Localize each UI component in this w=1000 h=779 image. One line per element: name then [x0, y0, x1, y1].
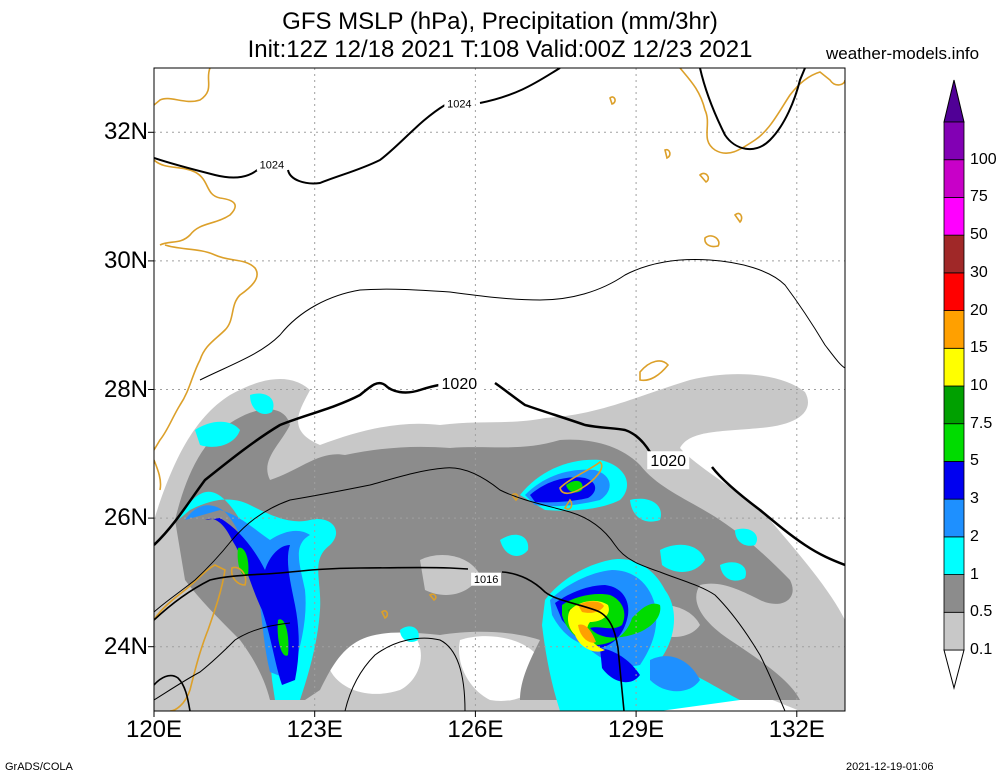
- isobar-1022: [199, 259, 845, 381]
- colorbar-label: 20: [970, 301, 988, 319]
- colorbar-label: 75: [970, 188, 988, 206]
- colorbar-label: 0.1: [970, 641, 993, 658]
- generated-timestamp: 2021-12-19-01:06: [846, 761, 934, 773]
- lon-tick-label: 123E: [286, 716, 343, 743]
- isobar-1012-sw: [154, 674, 191, 711]
- isobar-1016-south: [154, 622, 466, 711]
- colorbar-swatch: [943, 574, 965, 613]
- colorbar-label: 5: [970, 452, 979, 470]
- taiwan-coast: [154, 564, 226, 711]
- lat-tick-label: 28N: [103, 375, 148, 403]
- coastline-layer: [154, 68, 845, 711]
- colorbar-swatch: [943, 159, 965, 198]
- isobar-1018: [154, 467, 786, 711]
- isobar-label-bg: [256, 157, 287, 171]
- colorbar-top-arrow: [943, 79, 965, 123]
- colorbar-bottom-arrow: [943, 649, 965, 690]
- isobar-label: 1016: [474, 574, 498, 586]
- colorbar-swatch: [943, 536, 965, 575]
- precip-15-area: [578, 601, 604, 643]
- china-coast: [154, 68, 258, 491]
- isobar-1024-north: [154, 104, 446, 185]
- colorbar-label: 7.5: [970, 414, 993, 432]
- colorbar-label: 50: [970, 226, 988, 244]
- isobar-label-bg: [444, 96, 475, 110]
- lat-tick-label: 32N: [103, 118, 148, 146]
- lat-lon-grid: [154, 68, 845, 711]
- precip-10-area: [567, 600, 609, 652]
- colorbar-swatch: [943, 272, 965, 311]
- isobar-1024-east: [479, 68, 806, 150]
- axis-ticks: [148, 131, 798, 717]
- website-label[interactable]: weather-models.info: [826, 44, 980, 63]
- colorbar-swatch: [943, 234, 965, 274]
- isobar-1020: [154, 381, 845, 567]
- colorbar-swatch: [943, 121, 965, 161]
- lat-tick-label: 26N: [103, 504, 148, 532]
- isobar-label: 1020: [442, 376, 478, 393]
- lon-tick-label: 126E: [447, 716, 504, 743]
- lon-tick-label: 132E: [768, 716, 825, 743]
- map-title: GFS MSLP (hPa), Precipitation (mm/3hr): [282, 8, 718, 35]
- lon-tick-label: 120E: [125, 716, 183, 743]
- colorbar-swatch: [943, 423, 965, 462]
- precipitation-layer: [154, 374, 845, 711]
- kyushu-coast: [679, 68, 845, 155]
- ryukyu-islands: [230, 460, 603, 620]
- isobar-label-bg: [647, 451, 690, 470]
- colorbar-label: 3: [970, 490, 979, 508]
- colorbar-label: 15: [970, 339, 988, 357]
- colorbar-swatch: [943, 347, 965, 387]
- isobar-layer: [154, 68, 845, 711]
- colorbar-swatch: [943, 498, 965, 538]
- lat-tick-label: 24N: [103, 632, 148, 660]
- colorbar-swatch: [943, 385, 965, 425]
- colorbar-label: 30: [970, 263, 988, 281]
- colorbar-label: 100: [970, 150, 997, 168]
- colorbar-label: 2: [970, 527, 979, 545]
- isobar-1016: [154, 566, 625, 711]
- isobar-label-bg: [471, 572, 502, 586]
- isobar-label: 1024: [447, 98, 471, 110]
- lat-tick-label: 30N: [103, 246, 148, 274]
- colorbar-swatch: [943, 310, 965, 349]
- isobar-label: 1024: [260, 159, 284, 171]
- japan-islands: [609, 96, 743, 382]
- software-credit: GrADS/COLA: [5, 761, 73, 773]
- colorbar: [943, 79, 965, 690]
- map-subtitle: Init:12Z 12/18 2021 T:108 Valid:00Z 12/2…: [247, 36, 753, 63]
- colorbar-swatch: [943, 197, 965, 236]
- colorbar-swatch: [943, 611, 965, 651]
- lon-tick-label: 129E: [608, 716, 665, 743]
- colorbar-swatch: [943, 461, 965, 500]
- colorbar-label: 1: [970, 565, 979, 583]
- isobar-label: 1020: [650, 453, 686, 470]
- isobar-labels: 1024 1024 1020 1020 1016: [256, 96, 690, 586]
- colorbar-label: 10: [970, 377, 988, 394]
- isobar-label-bg: [438, 374, 481, 393]
- colorbar-label: 0.5: [970, 603, 993, 621]
